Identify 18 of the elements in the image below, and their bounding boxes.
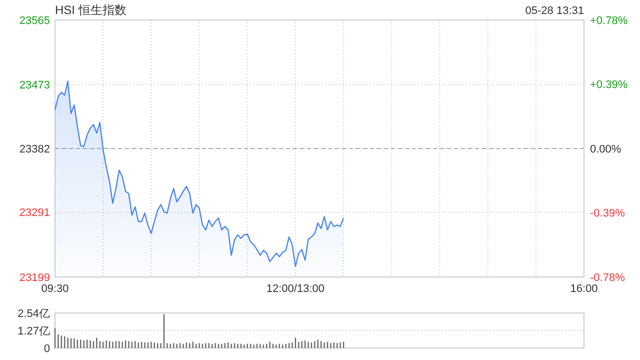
y2-tick-label: +0.39% [590,79,628,92]
y2-tick-label: +0.78% [590,14,628,27]
text: 05-28 13:31 [525,5,584,17]
chart-title: HSI 恒生指数 [55,3,126,17]
x-tick-label: 12:00/13:00 [266,283,325,295]
x-tick-label: 16:00 [570,283,598,295]
y-tick-label: 23199 [19,272,50,284]
y2-tick-label: -0.78% [590,272,626,284]
y-tick-label: 1.27亿 [18,325,50,338]
y-tick-label: 23382 [19,143,50,156]
y-tick-label: 23565 [19,14,50,27]
x-tick-label: 09:30 [41,283,69,295]
y2-tick-label: 0.00% [590,143,622,156]
y-tick-label: 23473 [19,79,50,92]
y2-tick-label: -0.39% [590,208,626,220]
y-tick-label: 2.54亿 [18,308,50,320]
y-tick-label: 0 [44,342,50,355]
y-tick-label: 23291 [19,207,50,220]
